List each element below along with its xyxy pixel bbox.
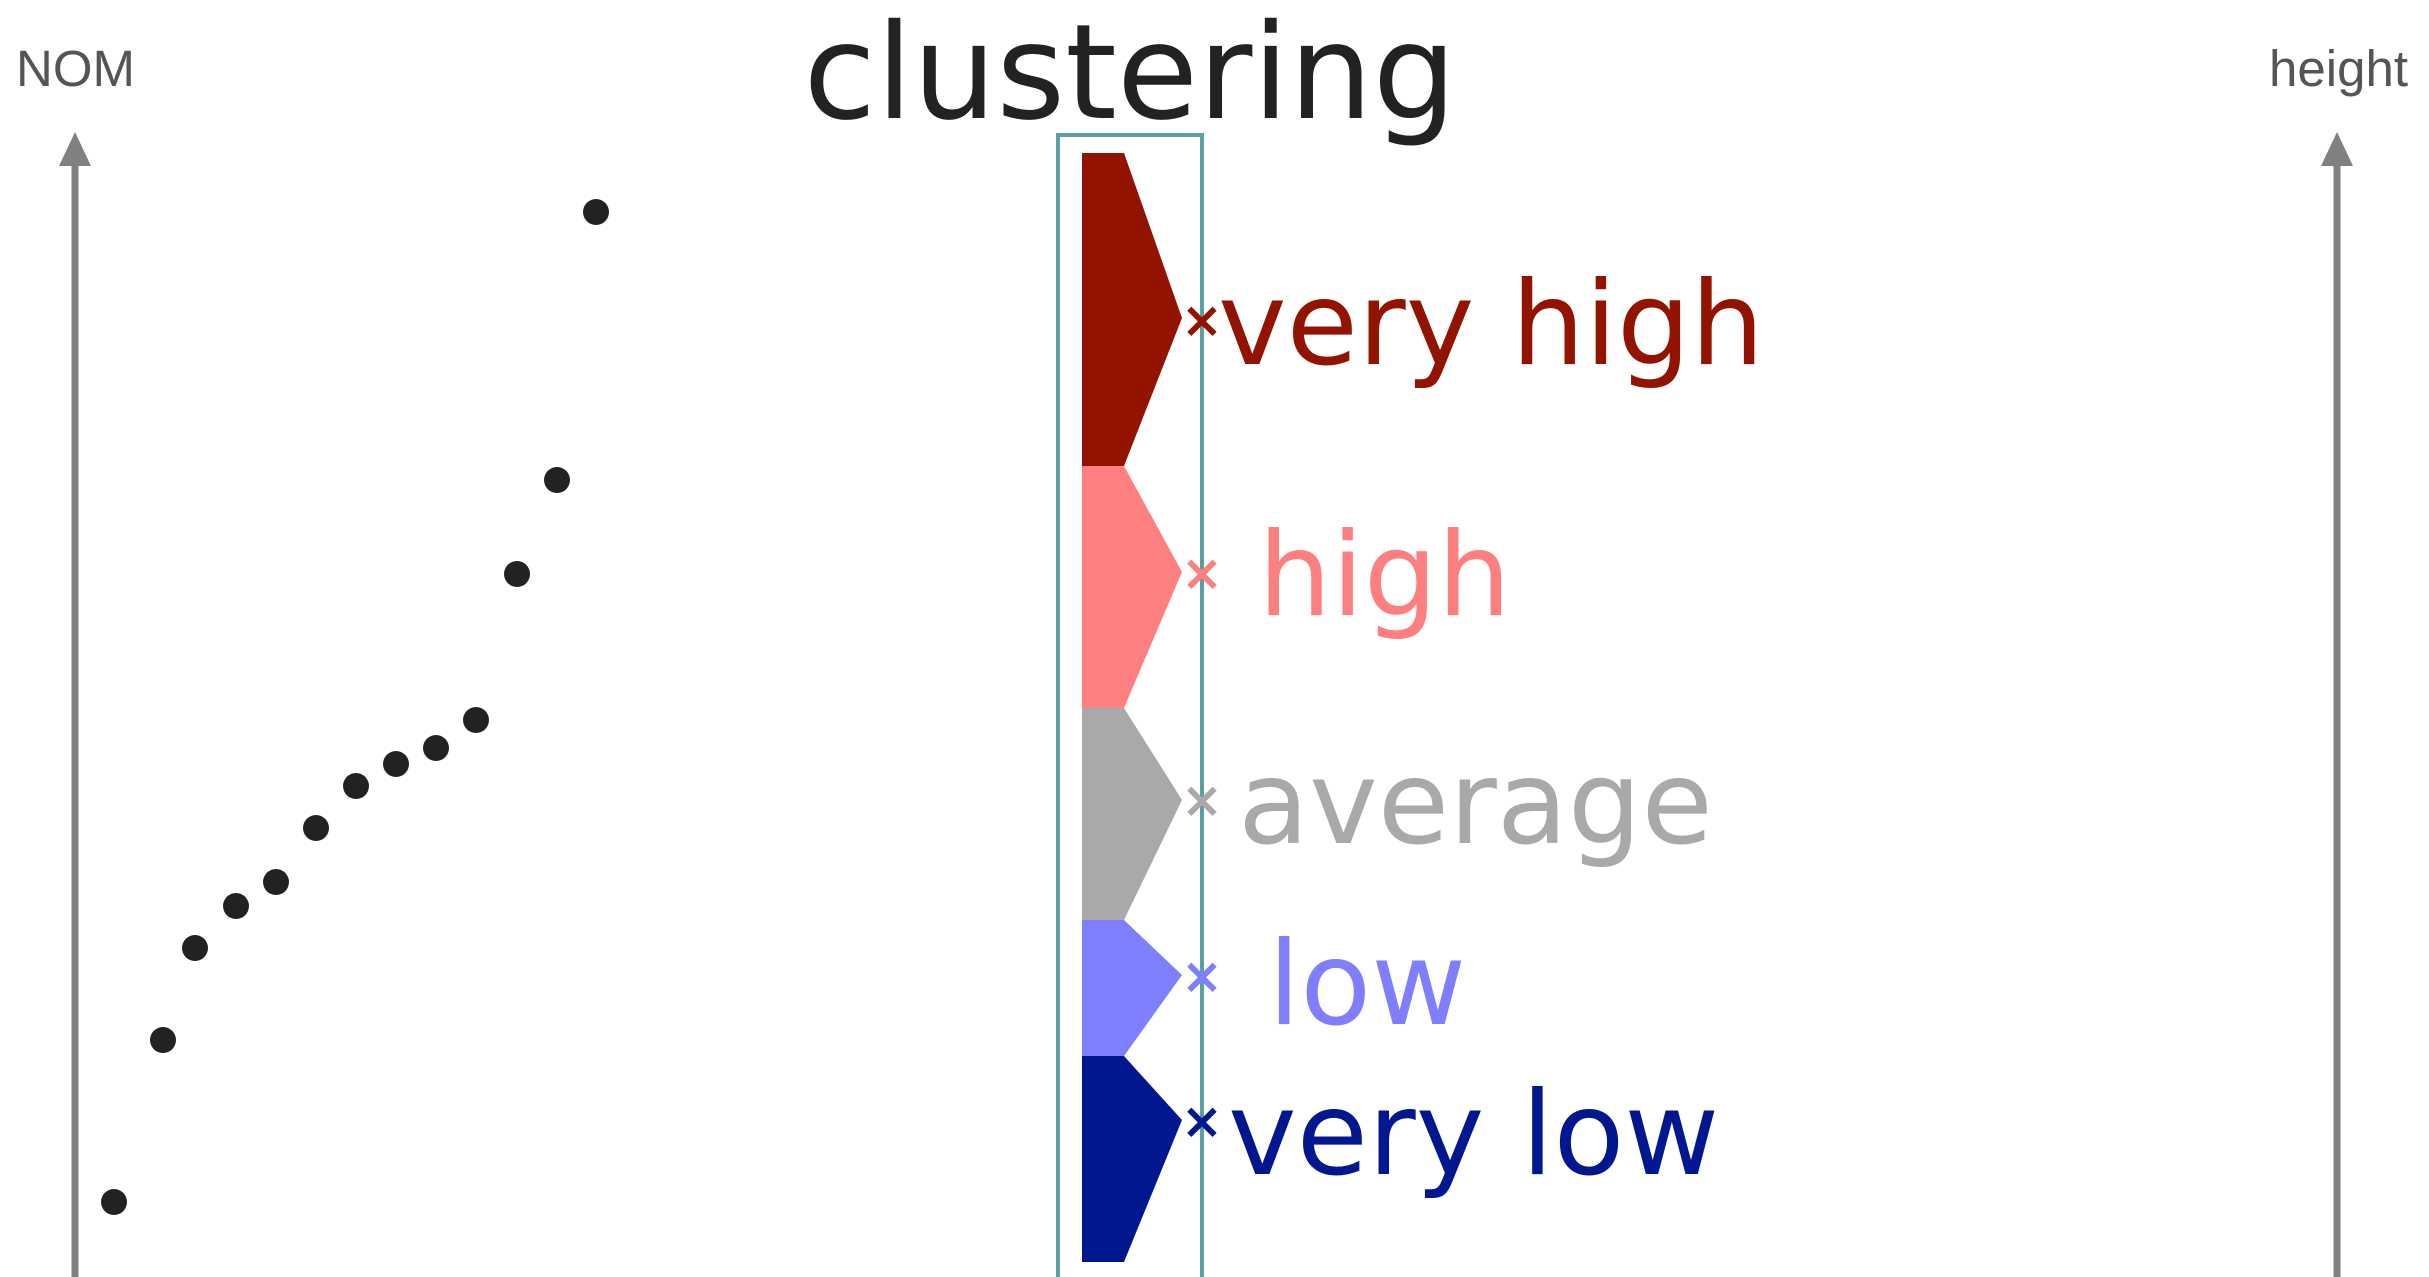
cluster-bar [1082,153,1182,1262]
data-point [544,467,570,493]
cluster-shape-high [1082,466,1182,708]
data-point [182,935,208,961]
cluster-shape-average [1082,708,1182,920]
data-point [504,561,530,587]
data-point [463,707,489,733]
data-point [101,1189,127,1215]
data-point [150,1027,176,1053]
cluster-shape-very-high [1082,153,1182,466]
cluster-bar-frame [1056,133,1204,1277]
left-axis: NOM [16,40,135,1277]
cluster-marker-very-low: × [1181,1092,1223,1150]
data-point [303,815,329,841]
cluster-label-high: high [1258,508,1511,643]
data-point [223,893,249,919]
diagram-title: clustering [803,0,1456,150]
right-axis: height [2269,40,2408,1277]
cluster-marker-high: × [1181,544,1223,602]
data-point [263,869,289,895]
cluster-shape-low [1082,920,1182,1056]
cluster-marker-average: × [1181,771,1223,829]
left-axis-arrowhead [59,132,91,166]
cluster-marker-very-high: × [1181,291,1223,349]
data-point [423,735,449,761]
right-axis-arrowhead [2321,132,2353,166]
data-points [101,199,609,1215]
data-point [383,751,409,777]
cluster-label-average: average [1238,736,1713,871]
cluster-labels: × very high × high × average × low × ver… [1181,257,1764,1202]
cluster-label-low: low [1268,917,1466,1052]
data-point [583,199,609,225]
data-point [343,773,369,799]
cluster-marker-low: × [1181,947,1223,1005]
left-axis-label: NOM [16,40,135,97]
cluster-shape-very-low [1082,1056,1182,1262]
right-axis-label: height [2269,40,2408,97]
cluster-label-very-high: very high [1218,257,1764,392]
cluster-label-very-low: very low [1228,1067,1719,1202]
